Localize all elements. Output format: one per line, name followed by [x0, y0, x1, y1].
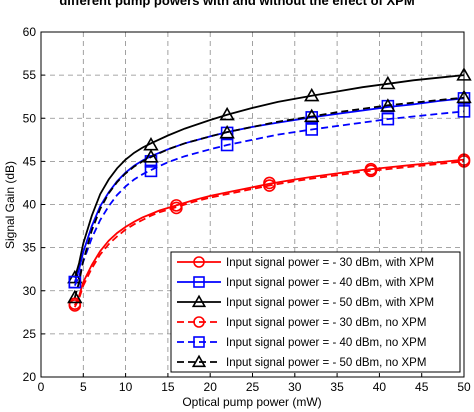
square-marker	[305, 111, 319, 124]
series-line	[73, 74, 465, 279]
x-tick-label: 45	[415, 380, 429, 394]
legend-label: Input signal power = - 50 dBm, with XPM	[226, 297, 434, 309]
square-marker	[381, 112, 395, 126]
y-axis-label: Signal Gain (dB)	[3, 161, 17, 249]
y-tick-label: 50	[23, 111, 37, 125]
x-tick-label: 40	[373, 380, 387, 394]
triangle-marker	[304, 108, 320, 123]
x-tick-label: 0	[38, 380, 45, 394]
legend: Input signal power = - 30 dBm, with XPM I…	[170, 251, 461, 373]
circle-marker	[193, 256, 205, 268]
triangle-marker	[67, 289, 83, 304]
series-line	[73, 110, 465, 286]
x-tick-label: 20	[204, 380, 218, 394]
series-line	[73, 160, 465, 308]
legend-label: Input signal power = - 30 dBm, with XPM	[226, 257, 434, 269]
x-tick-label: 10	[119, 380, 133, 394]
triangle-marker	[191, 354, 207, 368]
x-tick-label: 25	[246, 380, 260, 394]
legend-label: Input signal power = - 50 dBm, no XPM	[226, 357, 426, 369]
series-line	[73, 97, 465, 283]
header-fragment: different pump powers with and without t…	[59, 0, 414, 8]
circle-marker	[170, 201, 183, 215]
triangle-marker	[219, 106, 235, 121]
legend-box	[170, 251, 461, 373]
y-tick-label: 40	[23, 198, 37, 212]
square-marker	[305, 123, 319, 136]
axis-ticks: 0 5 10 15 20 25 30 35 40 45 50 20 25 30 35 40 45 50 55 60	[23, 25, 471, 394]
circle-marker	[193, 316, 205, 328]
square-marker	[68, 275, 82, 289]
square-marker	[220, 138, 234, 152]
triangle-marker	[143, 149, 159, 163]
circle-marker	[364, 164, 378, 178]
x-tick-label: 15	[161, 380, 175, 394]
y-tick-label: 20	[23, 370, 37, 384]
legend-label: Input signal power = - 30 dBm, no XPM	[226, 317, 426, 329]
y-tick-label: 45	[23, 154, 37, 168]
y-tick-label: 55	[23, 68, 37, 82]
triangle-marker	[380, 98, 396, 112]
y-tick-label: 30	[23, 284, 37, 298]
x-tick-label: 50	[457, 380, 471, 394]
y-tick-label: 25	[23, 327, 37, 341]
series-line	[73, 96, 465, 298]
square-marker	[193, 276, 205, 288]
circle-marker	[68, 297, 82, 310]
series-line	[73, 158, 465, 306]
square-marker	[144, 164, 158, 178]
y-tick-label: 60	[23, 25, 37, 39]
circle-marker	[263, 179, 276, 192]
square-marker	[193, 336, 205, 348]
triangle-marker	[304, 87, 320, 102]
triangle-marker	[191, 294, 207, 308]
x-axis-label: Optical pump power (mW)	[182, 395, 321, 409]
triangle-marker	[219, 124, 235, 139]
y-tick-label: 35	[23, 241, 37, 255]
legend-label: Input signal power = - 40 dBm, no XPM	[226, 337, 426, 349]
legend-label: Input signal power = - 40 dBm, with XPM	[226, 277, 434, 289]
triangle-marker	[380, 75, 396, 90]
x-tick-label: 5	[80, 380, 87, 394]
x-tick-label: 35	[330, 380, 344, 394]
x-tick-label: 30	[288, 380, 302, 394]
